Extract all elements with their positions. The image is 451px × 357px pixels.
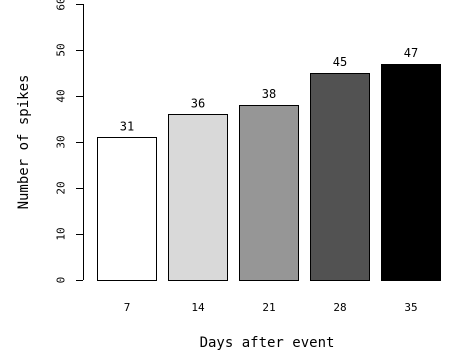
x-tick-label: 21 <box>262 301 275 314</box>
y-tick-label: 60 <box>55 0 68 11</box>
x-axis-title: Days after event <box>200 335 335 351</box>
bar-value-label: 31 <box>120 119 134 133</box>
x-tick-label: 35 <box>404 301 417 314</box>
y-tick-label: 40 <box>55 89 68 102</box>
bar <box>239 105 299 281</box>
bar-value-label: 47 <box>404 46 418 60</box>
bar-value-label: 45 <box>333 55 347 69</box>
y-tick-label: 10 <box>55 227 68 240</box>
y-tick-label: 0 <box>55 277 68 284</box>
y-tick-label: 20 <box>55 181 68 194</box>
y-axis-title: Number of spikes <box>16 75 32 210</box>
bar <box>310 73 370 281</box>
x-tick-labels-group: 7 14 21 28 35 <box>124 301 418 314</box>
bar <box>381 64 441 281</box>
y-axis: 0 10 20 30 40 50 60 <box>55 0 84 283</box>
y-tick-label: 50 <box>55 43 68 56</box>
y-tick-label: 30 <box>55 135 68 148</box>
data-labels-group: 31 36 38 45 47 <box>120 46 418 134</box>
x-tick-label: 7 <box>124 301 131 314</box>
bar-value-label: 36 <box>191 96 205 110</box>
bars-group <box>97 64 441 281</box>
x-tick-label: 14 <box>191 301 205 314</box>
bar <box>168 114 228 281</box>
bar-value-label: 38 <box>262 87 276 101</box>
bar <box>97 137 157 281</box>
x-tick-label: 28 <box>333 301 346 314</box>
